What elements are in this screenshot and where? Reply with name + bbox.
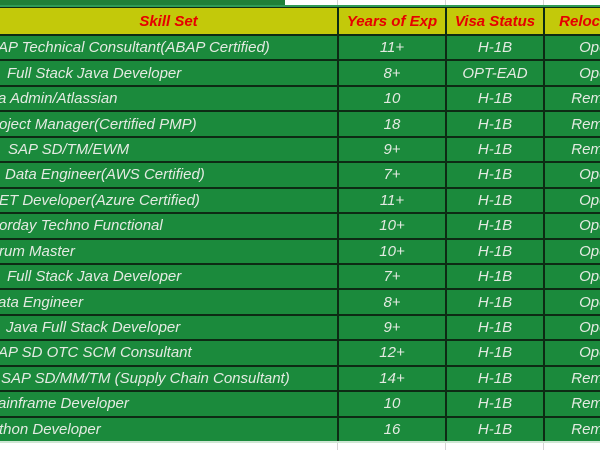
cell-visa-status[interactable]: H-1B <box>445 188 543 213</box>
header-years-of-exp[interactable]: Years of Exp <box>337 8 445 34</box>
table-row: AP Technical Consultant(ABAP Certified) … <box>0 34 600 60</box>
table-row: Full Stack Java Developer 7+ H-1B Open <box>0 262 600 289</box>
cell-years-of-exp[interactable]: 8+ <box>337 61 445 85</box>
cell-skill-set[interactable]: oject Manager(Certified PMP) <box>0 115 197 133</box>
header-skill-set[interactable]: Skill Set <box>139 12 198 30</box>
column-gridline <box>445 443 446 450</box>
cell-years-of-exp[interactable]: 7+ <box>337 163 445 187</box>
cell-relocation[interactable]: Remote <box>543 417 600 441</box>
cell-visa-status[interactable]: H-1B <box>445 366 543 391</box>
cell-skill-set[interactable]: ainframe Developer <box>0 395 129 413</box>
cell-relocation[interactable]: Remote <box>543 86 600 111</box>
cell-relocation[interactable]: Open <box>543 315 600 340</box>
cell-years-of-exp[interactable]: 10+ <box>337 239 445 263</box>
table-body: AP Technical Consultant(ABAP Certified) … <box>0 34 600 443</box>
table-row: ET Developer(Azure Certified) 11+ H-1B O… <box>0 186 600 213</box>
cell-visa-status[interactable]: H-1B <box>445 112 543 136</box>
cell-skill-set[interactable]: Full Stack Java Developer <box>7 64 182 82</box>
table-row: AP SD OTC SCM Consultant 12+ H-1B Open <box>0 339 600 365</box>
cell-skill-set[interactable]: Data Engineer(AWS Certified) <box>5 166 205 184</box>
cell-visa-status[interactable]: H-1B <box>445 239 543 263</box>
cell-relocation[interactable]: Open <box>543 290 600 314</box>
cell-visa-status[interactable]: H-1B <box>445 214 543 238</box>
table-row: oject Manager(Certified PMP) 18 H-1B Rem… <box>0 110 600 136</box>
cell-years-of-exp[interactable]: 7+ <box>337 264 445 289</box>
cell-years-of-exp[interactable]: 16 <box>337 417 445 441</box>
cell-relocation[interactable]: Remote <box>543 366 600 391</box>
cell-relocation[interactable]: Open <box>543 188 600 213</box>
cell-relocation[interactable]: Open <box>543 341 600 365</box>
cell-skill-set[interactable]: rum Master <box>0 242 75 260</box>
cell-years-of-exp[interactable]: 12+ <box>337 341 445 365</box>
sheet-row-above <box>0 0 600 7</box>
cell-years-of-exp[interactable]: 9+ <box>337 137 445 162</box>
cell-years-of-exp[interactable]: 10+ <box>337 214 445 238</box>
cell-skill-set[interactable]: SAP SD/MM/TM (Supply Chain Consultant) <box>1 369 290 387</box>
cell-years-of-exp[interactable]: 10 <box>337 392 445 416</box>
skills-table: Skill Set Years of Exp Visa Status Reloc… <box>0 7 600 443</box>
table-row: Java Full Stack Developer 9+ H-1B Open <box>0 313 600 340</box>
table-row: a Admin/Atlassian 10 H-1B Remote <box>0 84 600 111</box>
table-row: Data Engineer(AWS Certified) 7+ H-1B Ope… <box>0 161 600 187</box>
cell-years-of-exp[interactable]: 14+ <box>337 366 445 391</box>
header-relocation[interactable]: Relocation <box>543 8 600 34</box>
cell-relocation[interactable]: Open <box>543 61 600 85</box>
cell-skill-set[interactable]: SAP SD/TM/EWM <box>8 140 130 158</box>
table-row: ata Engineer 8+ H-1B Open <box>0 288 600 314</box>
green-cell-fragment <box>0 0 285 7</box>
cell-visa-status[interactable]: H-1B <box>445 163 543 187</box>
table-row: thon Developer 16 H-1B Remote <box>0 415 600 443</box>
table-row: orday Techno Functional 10+ H-1B Open <box>0 212 600 238</box>
cell-relocation[interactable]: Open <box>543 163 600 187</box>
table-row: rum Master 10+ H-1B Open <box>0 237 600 263</box>
cell-years-of-exp[interactable]: 18 <box>337 112 445 136</box>
header-visa-status[interactable]: Visa Status <box>445 8 543 34</box>
cell-visa-status[interactable]: H-1B <box>445 417 543 441</box>
column-gridline <box>337 443 338 450</box>
cell-relocation[interactable]: Remote <box>543 112 600 136</box>
cell-visa-status[interactable]: H-1B <box>445 392 543 416</box>
cell-relocation[interactable]: Open <box>543 36 600 60</box>
cell-visa-status[interactable]: H-1B <box>445 86 543 111</box>
cell-visa-status[interactable]: H-1B <box>445 290 543 314</box>
cell-skill-set[interactable]: Java Full Stack Developer <box>6 319 181 337</box>
cell-years-of-exp[interactable]: 11+ <box>337 36 445 60</box>
cell-years-of-exp[interactable]: 10 <box>337 86 445 111</box>
cell-visa-status[interactable]: H-1B <box>445 315 543 340</box>
cell-skill-set[interactable]: AP Technical Consultant(ABAP Certified) <box>0 39 270 57</box>
cell-visa-status[interactable]: OPT-EAD <box>445 61 543 85</box>
cell-relocation[interactable]: Remote <box>543 392 600 416</box>
cell-skill-set[interactable]: a Admin/Atlassian <box>0 90 118 108</box>
cell-visa-status[interactable]: H-1B <box>445 264 543 289</box>
cell-visa-status[interactable]: H-1B <box>445 36 543 60</box>
cell-relocation[interactable]: Open <box>543 264 600 289</box>
column-gridline <box>337 0 338 7</box>
table-header-row: Skill Set Years of Exp Visa Status Reloc… <box>0 7 600 34</box>
cell-years-of-exp[interactable]: 9+ <box>337 315 445 340</box>
column-gridline <box>445 0 446 7</box>
cell-relocation[interactable]: Open <box>543 214 600 238</box>
cell-skill-set[interactable]: orday Techno Functional <box>0 217 163 235</box>
table-row: Full Stack Java Developer 8+ OPT-EAD Ope… <box>0 59 600 85</box>
column-gridline <box>543 443 544 450</box>
cell-skill-set[interactable]: ET Developer(Azure Certified) <box>0 191 200 209</box>
table-row: SAP SD/MM/TM (Supply Chain Consultant) 1… <box>0 364 600 391</box>
cell-skill-set[interactable]: Full Stack Java Developer <box>7 268 182 286</box>
cell-visa-status[interactable]: H-1B <box>445 137 543 162</box>
sheet-row-below <box>0 443 600 450</box>
cell-relocation[interactable]: Remote <box>543 137 600 162</box>
cell-visa-status[interactable]: H-1B <box>445 341 543 365</box>
cell-relocation[interactable]: Open <box>543 239 600 263</box>
cell-skill-set[interactable]: thon Developer <box>0 420 101 438</box>
column-gridline <box>543 0 544 7</box>
cell-years-of-exp[interactable]: 11+ <box>337 188 445 213</box>
table-row: ainframe Developer 10 H-1B Remote <box>0 390 600 416</box>
table-row: SAP SD/TM/EWM 9+ H-1B Remote <box>0 135 600 162</box>
cell-skill-set[interactable]: AP SD OTC SCM Consultant <box>0 344 192 362</box>
cell-years-of-exp[interactable]: 8+ <box>337 290 445 314</box>
cell-skill-set[interactable]: ata Engineer <box>0 293 84 311</box>
